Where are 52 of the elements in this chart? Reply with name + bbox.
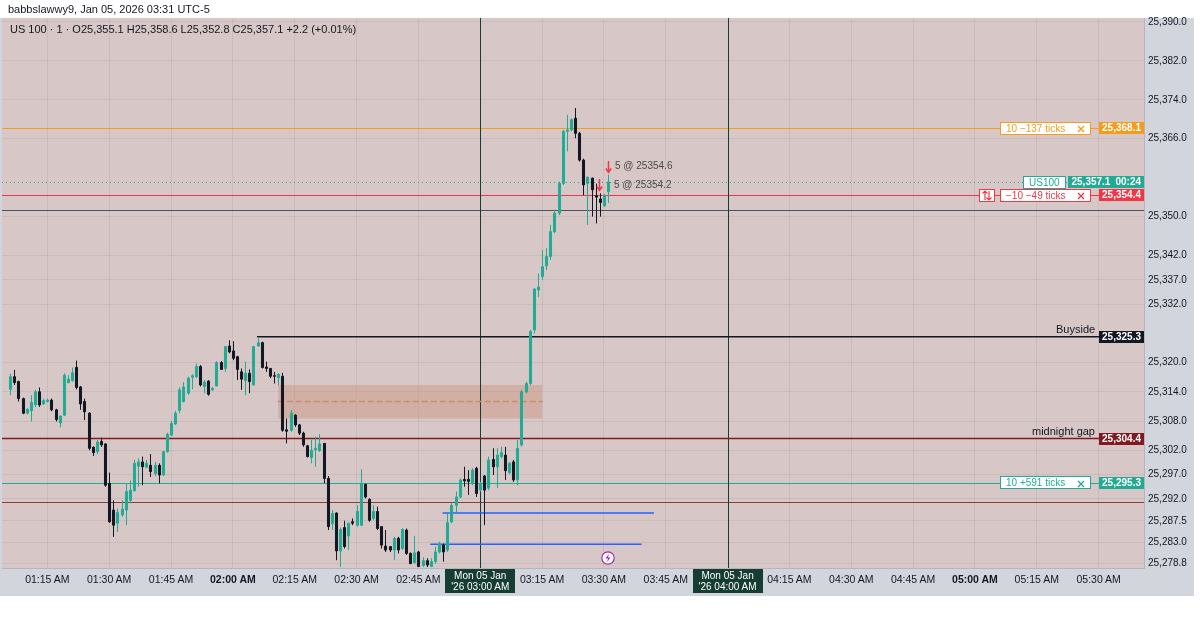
x-tick-label: 04:30 AM (829, 573, 874, 586)
x-tick-label: 02:00 AM (210, 573, 256, 586)
x-tick-label: 03:45 AM (643, 573, 688, 586)
x-tick-label: 04:15 AM (767, 573, 812, 586)
y-tick-label: 25,337.0 (1148, 273, 1188, 285)
x-tick-label: 01:15 AM (25, 573, 70, 586)
y-tick-label: 25,390.0 (1148, 15, 1188, 27)
y-tick-label: 25,350.0 (1148, 210, 1188, 222)
ref-line-label: US100 (1029, 176, 1060, 188)
x-tick-label: 02:15 AM (272, 573, 317, 586)
x-tick-label: 02:30 AM (334, 573, 379, 586)
data-label: 25,304.4 (1102, 432, 1141, 444)
y-tick-label: 25,302.0 (1148, 443, 1188, 455)
y-tick-label: 25,342.0 (1148, 249, 1188, 261)
series-label: midnight gap (1032, 424, 1095, 438)
ref-line-label: Mon 05 Jan '26 03:00 AM (445, 569, 516, 593)
annotation: 25,354.4 (1102, 189, 1141, 201)
data-label: 25,325.3 (1102, 330, 1141, 342)
x-tick-label: 01:45 AM (148, 573, 194, 586)
annotation: 5 @ 25354.6 (615, 160, 673, 173)
text: US 100 · 1 · O25,355.1 H25,358.6 L25,352.8 C25,357.1 +2.2 (+0.01%) (10, 23, 357, 36)
y-tick-label: 25,332.0 (1148, 297, 1188, 309)
x-tick-label: 04:45 AM (890, 573, 936, 586)
x-tick-label: 03:30 AM (581, 573, 627, 586)
y-tick-label: 25,278.8 (1148, 556, 1188, 568)
y-tick-label: 25,297.0 (1148, 468, 1188, 480)
y-tick-label: 25,292.0 (1148, 492, 1188, 504)
y-tick-label: 25,283.0 (1148, 536, 1188, 548)
x-tick-label: 03:15 AM (519, 573, 565, 586)
x-tick-label: 05:00 AM (952, 573, 999, 586)
y-tick-label: 25,374.0 (1148, 93, 1188, 105)
y-tick-label: 25,314.0 (1148, 385, 1188, 397)
annotation: 00:24 (1115, 176, 1141, 188)
y-tick-label: 25,287.5 (1148, 514, 1188, 526)
annotation: 25,357.1 (1071, 176, 1111, 188)
ref-line-label: −10 −49 ticks (1006, 189, 1066, 201)
x-tick-label: 05:30 AM (1076, 573, 1121, 586)
x-tick-label: 02:45 AM (396, 573, 441, 586)
series-label: Buyside (1056, 322, 1096, 336)
ref-line-label: 10 −137 ticks (1006, 122, 1066, 134)
chart-title: babbslawwy9, Jan 05, 2026 03:31 UTC-5 (8, 3, 210, 16)
y-tick-label: 25,320.0 (1148, 356, 1188, 368)
annotation: 5 @ 25354.2 (614, 178, 672, 191)
ref-line-label: Mon 05 Jan '26 04:00 AM (692, 569, 763, 593)
x-tick-label: 05:15 AM (1014, 573, 1059, 586)
x-tick-label: 01:30 AM (87, 573, 132, 586)
annotation: 25,368.1 (1102, 122, 1141, 134)
y-tick-label: 25,366.0 (1148, 132, 1188, 144)
y-tick-label: 25,308.0 (1148, 414, 1188, 426)
annotation: 25,295.3 (1102, 476, 1141, 488)
ref-line-label: 10 +591 ticks (1006, 477, 1066, 489)
y-tick-label: 25,382.0 (1148, 54, 1188, 66)
